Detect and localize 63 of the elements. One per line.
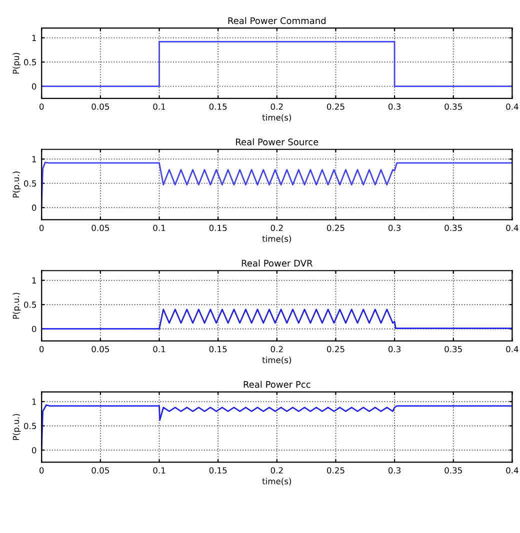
x-tick-label: 0.1 bbox=[153, 346, 166, 352]
x-tick-label: 0 bbox=[40, 346, 44, 352]
x-tick-label: 0.4 bbox=[506, 346, 518, 352]
y-tick-label: 0 bbox=[32, 447, 36, 454]
x-tick-label: 0.05 bbox=[92, 224, 109, 232]
x-tick-label: 0.4 bbox=[506, 467, 518, 474]
x-tick-label: 0.1 bbox=[153, 467, 166, 474]
x-tick-label: 0.3 bbox=[388, 346, 401, 352]
x-tick-label: 0.2 bbox=[270, 103, 283, 110]
x-tick-label: 0.4 bbox=[506, 103, 518, 110]
x-tick-label: 0.05 bbox=[92, 346, 109, 352]
x-tick-label: 0.15 bbox=[209, 467, 227, 474]
x-tick-label: 0.05 bbox=[92, 103, 109, 110]
x-axis-title: time(s) bbox=[262, 356, 292, 364]
x-tick-label: 0.15 bbox=[209, 224, 227, 232]
y-tick-label: 0.5 bbox=[24, 180, 36, 187]
y-axis-title: P(p.u.) bbox=[12, 414, 21, 440]
chart-title: Real Power Source bbox=[236, 138, 318, 146]
line-series bbox=[42, 308, 512, 330]
line-series bbox=[42, 162, 512, 208]
y-tick-label: 1 bbox=[32, 156, 36, 162]
y-tick-label: 0.5 bbox=[24, 59, 36, 66]
chart-title: Real Power Pcc bbox=[244, 380, 310, 388]
x-tick-label: 0 bbox=[40, 467, 44, 474]
x-tick-label: 0.35 bbox=[444, 467, 462, 474]
y-axis-title: P(p.u.) bbox=[12, 172, 21, 198]
x-axis-title: time(s) bbox=[262, 478, 292, 486]
x-tick-label: 0.25 bbox=[326, 467, 344, 474]
y-tick-label: 0 bbox=[32, 204, 36, 211]
y-axis-title: P(p.u.) bbox=[12, 292, 21, 319]
x-tick-label: 0.3 bbox=[388, 467, 401, 474]
x-axis-title: time(s) bbox=[262, 114, 292, 122]
x-tick-label: 0.35 bbox=[444, 103, 462, 110]
line-series bbox=[42, 404, 512, 451]
x-tick-label: 0.4 bbox=[506, 224, 518, 232]
y-tick-label: 1 bbox=[32, 398, 36, 405]
x-tick-label: 0.35 bbox=[444, 346, 462, 352]
x-tick-label: 0.25 bbox=[326, 224, 344, 232]
x-tick-label: 0.05 bbox=[92, 467, 109, 474]
x-tick-label: 0.3 bbox=[388, 224, 401, 232]
y-tick-label: 0 bbox=[32, 326, 36, 332]
y-tick-label: 0.5 bbox=[24, 422, 36, 430]
y-tick-label: 1 bbox=[32, 277, 36, 284]
x-tick-label: 0.35 bbox=[444, 224, 462, 232]
x-tick-label: 0 bbox=[40, 103, 44, 110]
x-tick-label: 0 bbox=[40, 224, 44, 232]
y-tick-label: 1 bbox=[32, 34, 36, 41]
y-axis-title: P(pu) bbox=[12, 52, 21, 74]
x-tick-label: 0.2 bbox=[270, 467, 283, 474]
chart-title: Real Power DVR bbox=[242, 260, 313, 267]
x-tick-label: 0.25 bbox=[326, 346, 344, 352]
x-tick-label: 0.15 bbox=[209, 103, 227, 110]
x-tick-label: 0.25 bbox=[326, 103, 344, 110]
x-tick-label: 0.2 bbox=[270, 224, 283, 232]
x-tick-label: 0.1 bbox=[153, 224, 166, 232]
x-tick-label: 0.3 bbox=[388, 103, 401, 110]
y-tick-label: 0.5 bbox=[24, 302, 36, 308]
y-tick-label: 0 bbox=[32, 83, 36, 90]
x-tick-label: 0.2 bbox=[270, 346, 283, 352]
x-tick-label: 0.1 bbox=[153, 103, 166, 110]
x-axis-title: time(s) bbox=[262, 235, 292, 243]
x-tick-label: 0.15 bbox=[209, 346, 227, 352]
chart-title: Real Power Command bbox=[228, 17, 326, 24]
